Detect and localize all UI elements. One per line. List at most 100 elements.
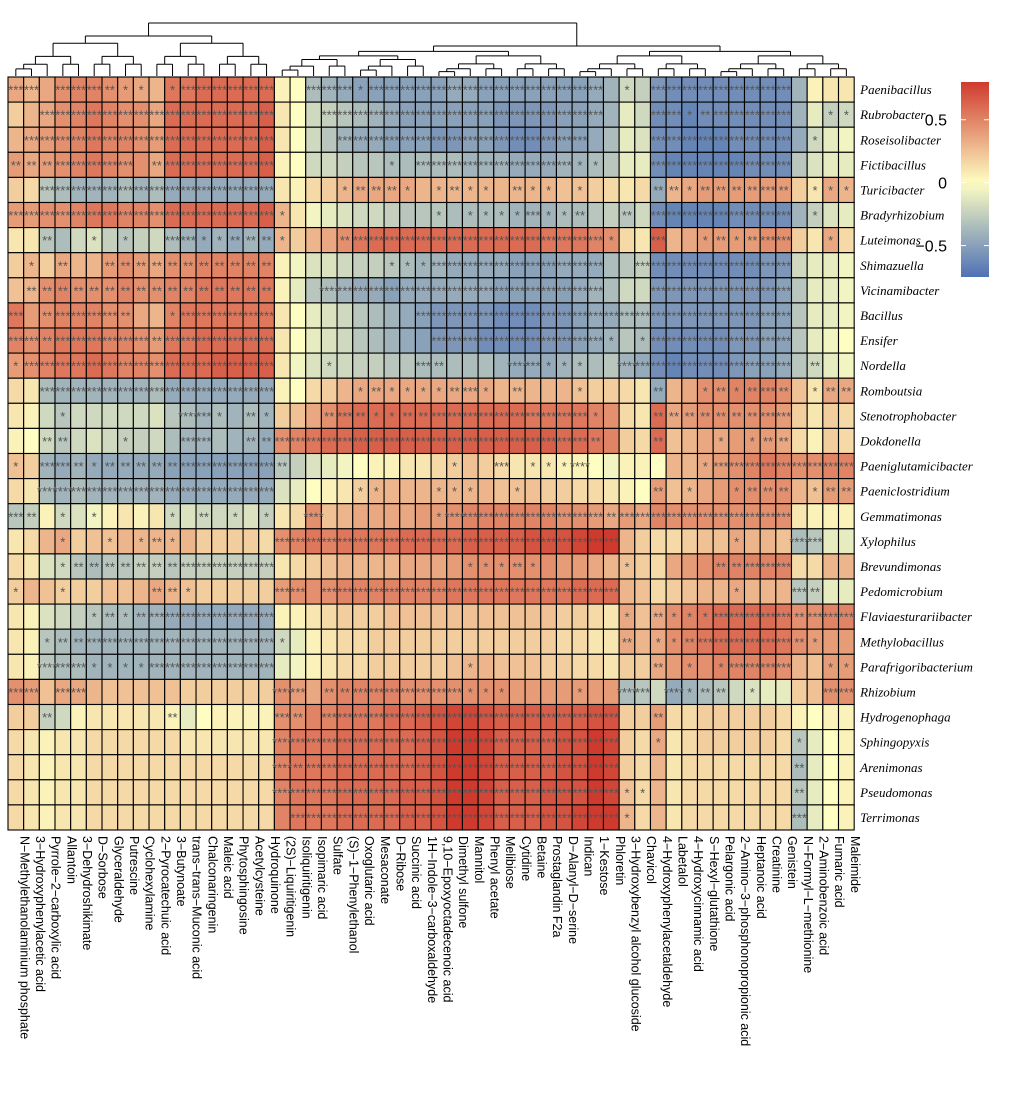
- significance-star: ***: [196, 208, 211, 223]
- significance-star: ***: [494, 308, 509, 323]
- heatmap-cell: [148, 227, 166, 254]
- significance-star: **: [89, 283, 99, 298]
- significance-star: ***: [275, 534, 290, 549]
- significance-star: ****: [53, 484, 73, 499]
- significance-star: *: [828, 108, 833, 123]
- significance-star: *: [828, 183, 833, 198]
- heatmap-cell: [430, 452, 448, 480]
- significance-star: ***: [24, 83, 39, 98]
- heatmap-cell: [681, 729, 699, 756]
- significance-star: ***: [776, 559, 791, 574]
- heatmap-cell: [289, 377, 307, 404]
- significance-star: ***: [306, 760, 321, 775]
- significance-star: **: [42, 283, 52, 298]
- heatmap-cell: [634, 553, 652, 580]
- significance-star: ***: [8, 308, 23, 323]
- heatmap-cell: [383, 603, 401, 630]
- significance-star: ***: [572, 434, 587, 449]
- heatmap-cell: [117, 804, 134, 831]
- significance-star: ***: [525, 334, 540, 349]
- significance-star: **: [340, 685, 350, 700]
- significance-star: ***: [651, 233, 666, 248]
- heatmap-cell: [367, 201, 385, 229]
- significance-star: ***: [181, 635, 196, 650]
- significance-star: ***: [369, 585, 384, 600]
- heatmap-cell: [117, 503, 134, 530]
- heatmap-cell: [837, 528, 855, 555]
- heatmap-cell: [728, 804, 746, 831]
- heatmap-cell: [383, 452, 401, 480]
- heatmap-cell: [383, 503, 401, 530]
- significance-star: ***: [823, 610, 838, 625]
- column-label-n-methylethanolaminium-phosphate: N−Methylethanolaminium phosphate: [17, 836, 31, 1039]
- significance-star: ***: [494, 409, 509, 424]
- row-label-brevundimonas: Brevundimonas: [860, 559, 941, 574]
- significance-star: ***: [384, 233, 399, 248]
- significance-star: ***: [212, 308, 227, 323]
- heatmap-cell: [23, 729, 40, 756]
- significance-star: *: [405, 384, 410, 399]
- significance-star: ***: [259, 559, 274, 574]
- heatmap-cell: [524, 653, 542, 680]
- significance-star: *: [483, 208, 488, 223]
- heatmap-cell: [806, 151, 824, 178]
- heatmap-cell: [618, 377, 636, 404]
- significance-star: **: [700, 409, 710, 424]
- heatmap-cell: [38, 76, 56, 103]
- significance-star: *: [577, 183, 582, 198]
- significance-star: ***: [87, 208, 102, 223]
- heatmap-cell: [806, 653, 824, 680]
- heatmap-cell: [602, 402, 620, 429]
- heatmap-cell: [696, 653, 714, 680]
- significance-star: ***: [588, 233, 603, 248]
- heatmap-cell: [179, 528, 197, 555]
- significance-star: *: [734, 534, 739, 549]
- significance-star: ***: [478, 308, 493, 323]
- significance-star: *: [577, 384, 582, 399]
- heatmap-cell: [7, 779, 25, 806]
- heatmap-cell: [273, 76, 291, 103]
- heatmap-cell: [508, 653, 526, 680]
- significance-star: ***: [212, 384, 227, 399]
- significance-star: ***: [525, 208, 540, 223]
- heatmap-cell: [759, 678, 777, 706]
- heatmap-cell: [85, 754, 103, 781]
- significance-star: ***: [400, 785, 415, 800]
- significance-star: ***: [196, 384, 211, 399]
- significance-star: ***: [478, 434, 493, 449]
- significance-star: ***: [760, 233, 775, 248]
- heatmap-cell: [305, 653, 322, 680]
- column-label-maleic-acid: Maleic acid: [221, 836, 235, 899]
- heatmap-cell: [587, 176, 605, 204]
- significance-star: **: [841, 484, 851, 499]
- column-label-indican: Indican: [581, 836, 595, 876]
- heatmap-cell: [681, 427, 699, 455]
- significance-star: ***: [55, 208, 70, 223]
- column-label-pyrrole-2-carboxylic-acid: Pyrrole−2−carboxylic acid: [49, 836, 63, 979]
- significance-star: *: [546, 359, 551, 374]
- significance-star: ***: [259, 208, 274, 223]
- heatmap-cell: [320, 653, 338, 680]
- significance-star: ***: [510, 258, 525, 273]
- significance-star: ***: [478, 233, 493, 248]
- significance-star: *: [499, 559, 504, 574]
- significance-star: ***: [369, 760, 384, 775]
- significance-star: ***: [87, 484, 102, 499]
- significance-star: **: [120, 559, 130, 574]
- heatmap-cell: [148, 76, 166, 103]
- significance-star: ***: [776, 635, 791, 650]
- column-label-prostaglandin-f2a: Prostaglandin F2a: [550, 836, 564, 938]
- significance-star: ***: [557, 434, 572, 449]
- significance-star: ***: [541, 735, 556, 750]
- significance-star: ***: [604, 810, 619, 825]
- significance-star: ***: [745, 283, 760, 298]
- significance-star: ***: [510, 133, 525, 148]
- significance-star: ***: [243, 183, 258, 198]
- significance-star: ***: [416, 359, 431, 374]
- heatmap-cell: [289, 277, 307, 304]
- heatmap-cell: [822, 528, 840, 555]
- heatmap-cell: [634, 151, 652, 178]
- significance-star: *: [687, 108, 692, 123]
- significance-star: ***: [494, 233, 509, 248]
- significance-star: ***: [525, 108, 540, 123]
